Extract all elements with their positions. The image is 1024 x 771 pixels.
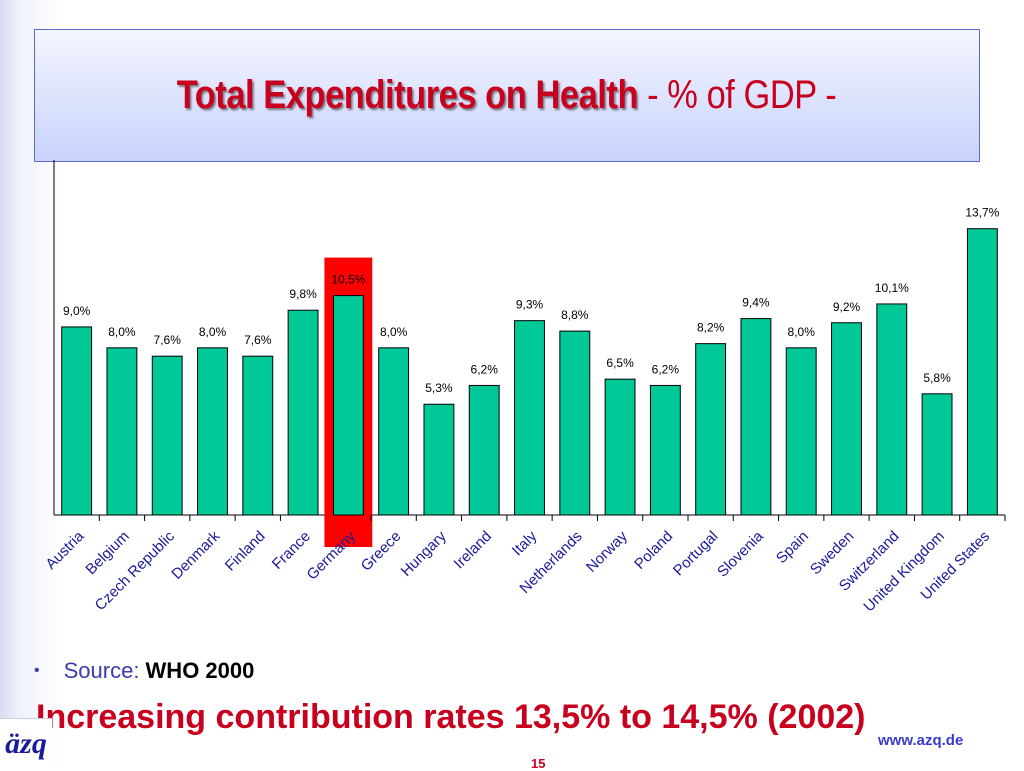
bar-austria bbox=[61, 326, 93, 516]
page-number: 15 bbox=[531, 756, 546, 771]
bar-czech-republic bbox=[151, 355, 183, 516]
slide-title: Total Expenditures on Health - % of GDP … bbox=[177, 73, 837, 118]
data-label-belgium: 8,0% bbox=[108, 325, 136, 339]
data-label-finland: 7,6% bbox=[244, 333, 272, 347]
tick-label-denmark: Denmark bbox=[168, 527, 223, 582]
data-label-hungary: 5,3% bbox=[425, 381, 453, 395]
data-label-spain: 8,0% bbox=[788, 325, 816, 339]
source-label: Source: bbox=[63, 658, 146, 683]
bar-finland bbox=[242, 355, 274, 516]
title-banner: Total Expenditures on Health - % of GDP … bbox=[34, 29, 980, 162]
data-label-netherlands: 8,8% bbox=[561, 308, 589, 322]
bar-slovenia bbox=[740, 318, 772, 516]
bar-italy bbox=[514, 320, 545, 516]
website-url[interactable]: www.azq.de bbox=[878, 732, 964, 749]
bar-poland bbox=[649, 384, 681, 516]
bar-norway bbox=[604, 378, 636, 516]
data-label-norway: 6,5% bbox=[606, 356, 634, 370]
bar-belgium bbox=[106, 347, 138, 516]
tick-label-united-kingdom: United Kingdom bbox=[860, 528, 947, 615]
tick-label-hungary: Hungary bbox=[398, 527, 450, 579]
data-label-denmark: 8,0% bbox=[199, 325, 227, 339]
bar-sweden bbox=[831, 322, 862, 516]
data-label-switzerland: 10,1% bbox=[875, 281, 909, 295]
bar-germany bbox=[332, 295, 364, 516]
data-label-portugal: 8,2% bbox=[697, 321, 725, 335]
tick-label-czech-republic: Czech Republic bbox=[92, 527, 179, 614]
data-label-poland: 6,2% bbox=[652, 362, 680, 376]
data-label-united-kingdom: 5,8% bbox=[923, 371, 951, 385]
source-value: WHO 2000 bbox=[145, 658, 255, 683]
tick-label-ireland: Ireland bbox=[451, 528, 495, 572]
tick-label-poland: Poland bbox=[631, 528, 676, 573]
bar-greece bbox=[378, 347, 410, 516]
bar-united-states bbox=[966, 228, 998, 516]
tick-label-spain: Spain bbox=[773, 528, 812, 567]
tick-label-france: France bbox=[269, 528, 314, 573]
data-label-austria: 9,0% bbox=[63, 304, 91, 318]
data-label-slovenia: 9,4% bbox=[742, 296, 770, 310]
bar-ireland bbox=[468, 384, 500, 516]
bar-netherlands bbox=[559, 330, 591, 516]
tick-label-portugal: Portugal bbox=[670, 528, 722, 580]
bar-france bbox=[287, 309, 319, 516]
bar-spain bbox=[785, 347, 817, 516]
bullet-dot-icon: • bbox=[34, 662, 40, 679]
bar-united-kingdom bbox=[921, 393, 953, 516]
data-label-czech-republic: 7,6% bbox=[154, 333, 182, 347]
source-line: • Source: WHO 2000 bbox=[34, 658, 254, 684]
bar-hungary bbox=[423, 403, 455, 516]
data-label-sweden: 9,2% bbox=[833, 300, 861, 314]
title-main: Total Expenditures on Health bbox=[177, 73, 639, 117]
data-label-greece: 8,0% bbox=[380, 325, 408, 339]
bar-denmark bbox=[197, 347, 228, 516]
tick-label-norway: Norway bbox=[583, 527, 631, 575]
bar-switzerland bbox=[876, 303, 908, 516]
data-label-italy: 9,3% bbox=[516, 298, 544, 312]
bar-portugal bbox=[695, 343, 727, 516]
azq-logo: äzq bbox=[0, 718, 52, 769]
tick-label-austria: Austria bbox=[42, 527, 87, 572]
footer-note: Increasing contribution rates 13,5% to 1… bbox=[36, 698, 866, 736]
tick-label-slovenia: Slovenia bbox=[714, 527, 767, 580]
tick-label-italy: Italy bbox=[509, 527, 541, 559]
data-label-united-states: 13,7% bbox=[965, 206, 999, 220]
title-sub: - % of GDP - bbox=[638, 73, 838, 117]
data-label-france: 9,8% bbox=[289, 287, 317, 301]
data-label-ireland: 6,2% bbox=[471, 362, 499, 376]
data-label-germany: 10,5% bbox=[331, 273, 365, 287]
tick-label-finland: Finland bbox=[222, 528, 269, 575]
